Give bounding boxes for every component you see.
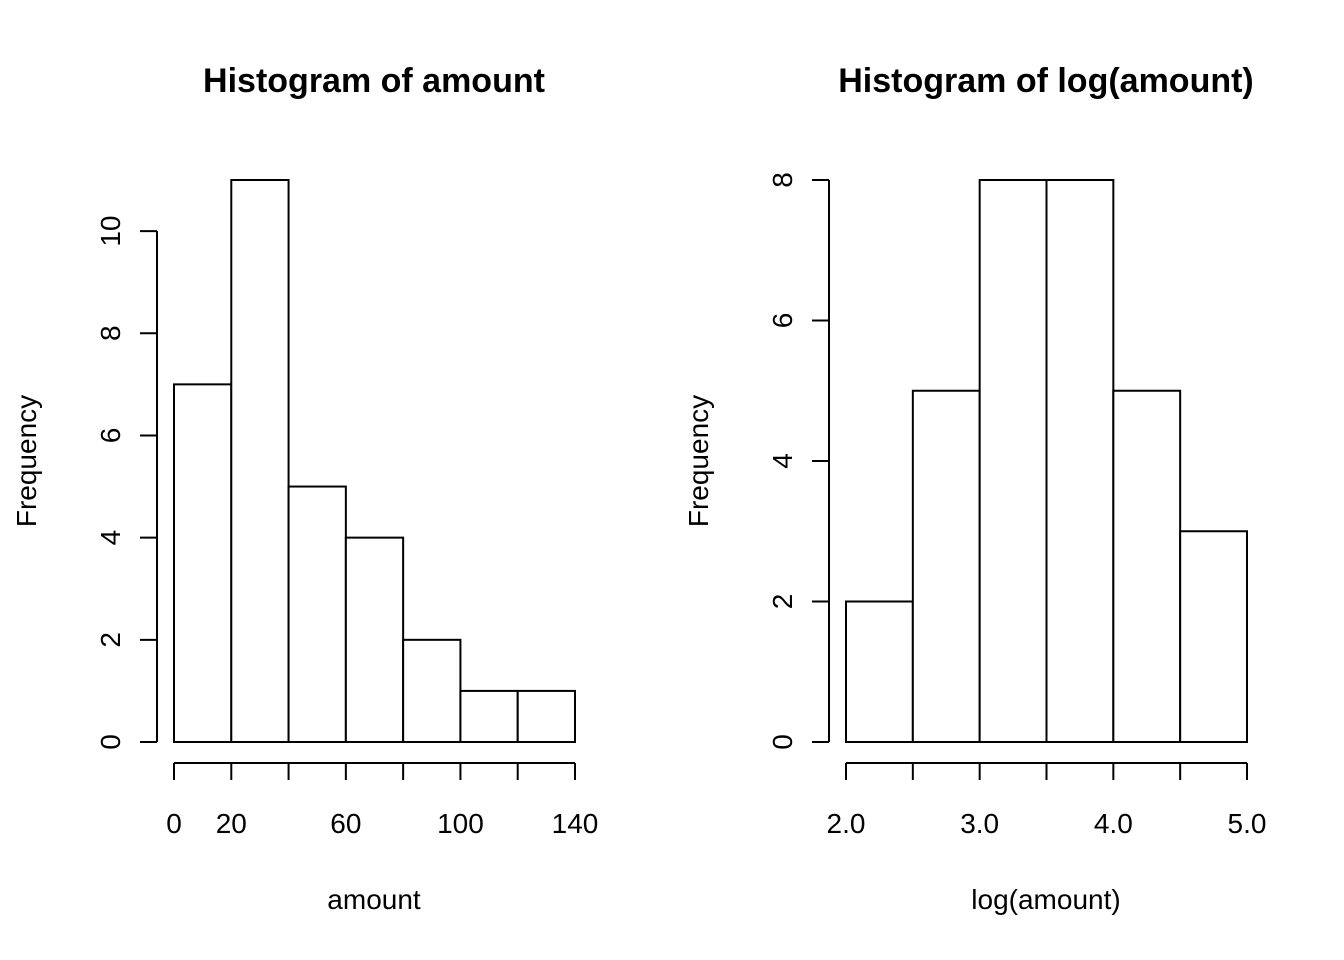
x-axis-label: log(amount) — [971, 884, 1120, 915]
y-axis-label: Frequency — [683, 395, 714, 527]
panel-log-amount: Histogram of log(amount) log(amount) Fre… — [683, 62, 1266, 915]
y-tick-label: 8 — [95, 325, 126, 341]
y-tick-label: 2 — [767, 594, 798, 610]
chart-title: Histogram of log(amount) — [838, 62, 1254, 100]
panel-amount: Histogram of amount amount Frequency 0 2 4… — [11, 62, 598, 915]
x-axis-label: amount — [327, 884, 421, 915]
y-axis-label: Frequency — [11, 395, 42, 527]
y-tick-label: 8 — [767, 172, 798, 188]
histogram-bar — [845, 600, 914, 743]
y-tick-label: 0 — [95, 734, 126, 750]
y-tick-label: 6 — [95, 428, 126, 444]
y-tick-label: 4 — [95, 530, 126, 546]
x-tick-label: 60 — [330, 808, 361, 839]
histogram-bar — [459, 689, 519, 744]
chart-title: Histogram of amount — [203, 62, 545, 100]
x-tick-label: 3.0 — [960, 808, 999, 839]
y-tick-label: 0 — [767, 734, 798, 750]
histogram-bar — [516, 689, 577, 744]
histogram-bar — [978, 179, 1048, 743]
y-tick-label: 4 — [767, 453, 798, 469]
y-tick-label: 10 — [95, 216, 126, 247]
histogram-bar — [911, 389, 981, 743]
x-tick-label: 5.0 — [1228, 808, 1267, 839]
histogram-bar — [1179, 530, 1248, 743]
histogram-bar — [287, 485, 347, 743]
histogram-bar — [230, 179, 290, 743]
x-tick-label: 140 — [552, 808, 599, 839]
x-tick-label: 2.0 — [827, 808, 866, 839]
y-tick-label: 2 — [95, 632, 126, 648]
plot-area: 0 2 4 6 8 2.0 3.0 4.0 5.0 — [767, 172, 1267, 839]
histogram-bar — [1112, 389, 1182, 743]
x-tick-label: 20 — [216, 808, 247, 839]
x-tick-label: 0 — [166, 808, 182, 839]
histogram-bar — [344, 536, 405, 743]
y-tick-label: 6 — [767, 313, 798, 329]
histogram-bar — [173, 383, 233, 743]
histogram-bar — [1045, 179, 1115, 743]
x-tick-label: 100 — [437, 808, 484, 839]
x-tick-label: 4.0 — [1094, 808, 1133, 839]
histogram-bar — [402, 638, 462, 743]
